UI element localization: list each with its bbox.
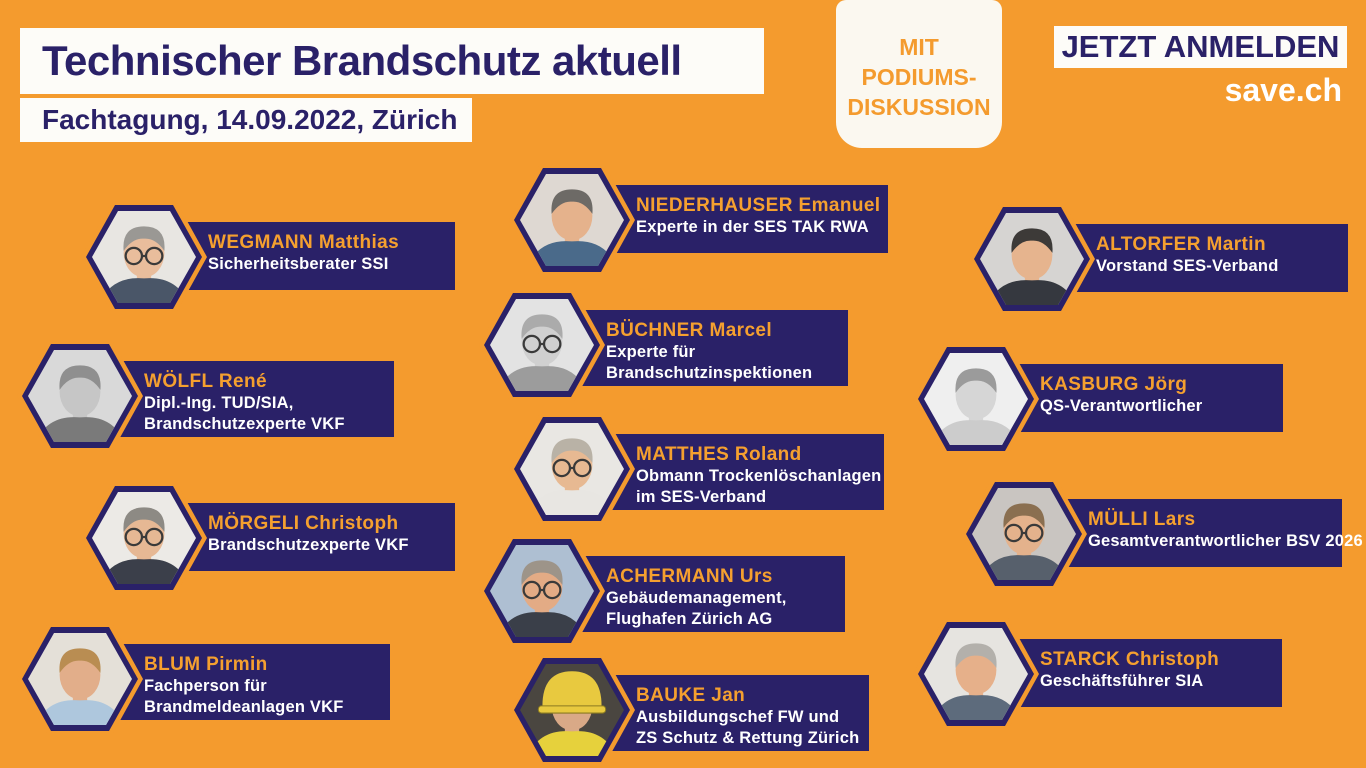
- hexagon-border: [514, 658, 630, 762]
- portrait-silhouette: [924, 628, 1028, 720]
- speaker-role: Brandmeldeanlagen VKF: [144, 698, 344, 716]
- hexagon-photo-frame: [17, 339, 143, 453]
- hexagon-border: [966, 482, 1082, 586]
- hexagon-border: [514, 417, 630, 521]
- website-link[interactable]: save.ch: [1224, 72, 1342, 108]
- portrait-silhouette: [92, 211, 196, 303]
- speaker-name: MÖRGELI Christoph: [208, 513, 399, 534]
- badge-line: DISKUSSION: [847, 94, 991, 120]
- speaker-role: Gesamtverantwortlicher BSV 2026: [1088, 532, 1363, 550]
- hexagon-photo-frame: [509, 412, 635, 526]
- hexagon-border: [484, 539, 600, 643]
- hexagon-photo-frame: [969, 202, 1095, 316]
- portrait-silhouette: [980, 213, 1084, 305]
- register-now-button[interactable]: JETZT ANMELDEN: [1054, 26, 1347, 68]
- portrait-silhouette: [520, 423, 624, 515]
- speaker-photo: [972, 488, 1076, 580]
- speaker-name: BÜCHNER Marcel: [606, 320, 773, 341]
- speaker-role: Flughafen Zürich AG: [606, 610, 773, 628]
- title-banner: Technischer Brandschutz aktuell: [20, 28, 764, 94]
- hexagon-border: [918, 622, 1034, 726]
- speaker-name: MATTHES Roland: [636, 444, 802, 465]
- portrait-silhouette: [520, 664, 624, 756]
- page-title: Technischer Brandschutz aktuell: [42, 37, 682, 84]
- speaker-role: Fachperson für: [144, 677, 267, 695]
- hexagon-border: [484, 293, 600, 397]
- hexagon-photo-frame: [81, 481, 207, 595]
- hexagon-border: [86, 205, 202, 309]
- speaker-photo: [490, 545, 594, 637]
- speaker-name: MÜLLI Lars: [1088, 509, 1196, 530]
- hexagon-border: [22, 627, 138, 731]
- hexagon-photo-frame: [509, 163, 635, 277]
- speaker-role: Experte für: [606, 343, 696, 361]
- speaker-name: WÖLFL René: [144, 371, 267, 392]
- speaker-name: WEGMANN Matthias: [208, 232, 400, 253]
- speaker-photo: [980, 213, 1084, 305]
- speaker-role: Obmann Trockenlöschanlagen: [636, 467, 882, 485]
- speaker-role: Brandschutzexperte VKF: [144, 415, 345, 433]
- portrait-silhouette: [490, 545, 594, 637]
- speaker-photo: [520, 174, 624, 266]
- hexagon-photo-frame: [479, 534, 605, 648]
- speaker-name: NIEDERHAUSER Emanuel: [636, 195, 881, 216]
- hexagon-photo-frame: [961, 477, 1087, 591]
- speaker-photo: [28, 633, 132, 725]
- speaker-photo: [924, 628, 1028, 720]
- speaker-name: ALTORFER Martin: [1096, 234, 1266, 255]
- hexagon-photo-frame: [479, 288, 605, 402]
- speaker-role: im SES-Verband: [636, 488, 767, 506]
- speaker-photo: [520, 664, 624, 756]
- speaker-name: ACHERMANN Urs: [606, 566, 773, 587]
- hexagon-border: [918, 347, 1034, 451]
- hexagon-photo-frame: [913, 342, 1039, 456]
- speaker-role: Dipl.-Ing. TUD/SIA,: [144, 394, 294, 412]
- portrait-silhouette: [28, 633, 132, 725]
- hexagon-border: [514, 168, 630, 272]
- badge-line: PODIUMS-: [861, 64, 977, 90]
- speaker-role: Sicherheitsberater SSI: [208, 255, 389, 273]
- portrait-silhouette: [520, 174, 624, 266]
- hexagon-border: [22, 344, 138, 448]
- speaker-role: QS-Verantwortlicher: [1040, 397, 1203, 415]
- portrait-silhouette: [972, 488, 1076, 580]
- badge-line: MIT: [899, 34, 939, 60]
- speaker-role: Brandschutzinspektionen: [606, 364, 813, 382]
- speaker-photo: [520, 423, 624, 515]
- speaker-photo: [490, 299, 594, 391]
- speaker-role: ZS Schutz & Rettung Zürich: [636, 729, 860, 747]
- speaker-name: STARCK Christoph: [1040, 649, 1220, 670]
- portrait-silhouette: [92, 492, 196, 584]
- speaker-role: Gebäudemanagement,: [606, 589, 787, 607]
- register-now-label: JETZT ANMELDEN: [1061, 29, 1340, 64]
- portrait-silhouette: [28, 350, 132, 442]
- hexagon-photo-frame: [17, 622, 143, 736]
- portrait-silhouette: [924, 353, 1028, 445]
- hexagon-photo-frame: [913, 617, 1039, 731]
- subtitle-banner: Fachtagung, 14.09.2022, Zürich: [20, 98, 472, 142]
- speaker-role: Brandschutzexperte VKF: [208, 536, 409, 554]
- speaker-name: BAUKE Jan: [636, 685, 746, 706]
- speaker-label: WÖLFL René Dipl.-Ing. TUD/SIA, Brandschutz…: [80, 361, 394, 437]
- speaker-role: Experte in der SES TAK RWA: [636, 218, 869, 236]
- hexagon-photo-frame: [81, 200, 207, 314]
- speaker-photo: [92, 211, 196, 303]
- speaker-name: KASBURG Jörg: [1040, 374, 1188, 395]
- speaker-role: Geschäftsführer SIA: [1040, 672, 1204, 690]
- podium-discussion-badge: MIT PODIUMS- DISKUSSION: [836, 0, 1002, 148]
- hexagon-photo-frame: [509, 653, 635, 767]
- portrait-silhouette: [490, 299, 594, 391]
- hexagon-border: [974, 207, 1090, 311]
- hexagon-border: [86, 486, 202, 590]
- speaker-name: BLUM Pirmin: [144, 654, 268, 675]
- speaker-photo: [28, 350, 132, 442]
- speaker-photo: [924, 353, 1028, 445]
- event-date-location: Fachtagung, 14.09.2022, Zürich: [42, 104, 458, 135]
- speaker-role: Ausbildungschef FW und: [636, 708, 840, 726]
- speaker-role: Vorstand SES-Verband: [1096, 257, 1279, 275]
- speaker-photo: [92, 492, 196, 584]
